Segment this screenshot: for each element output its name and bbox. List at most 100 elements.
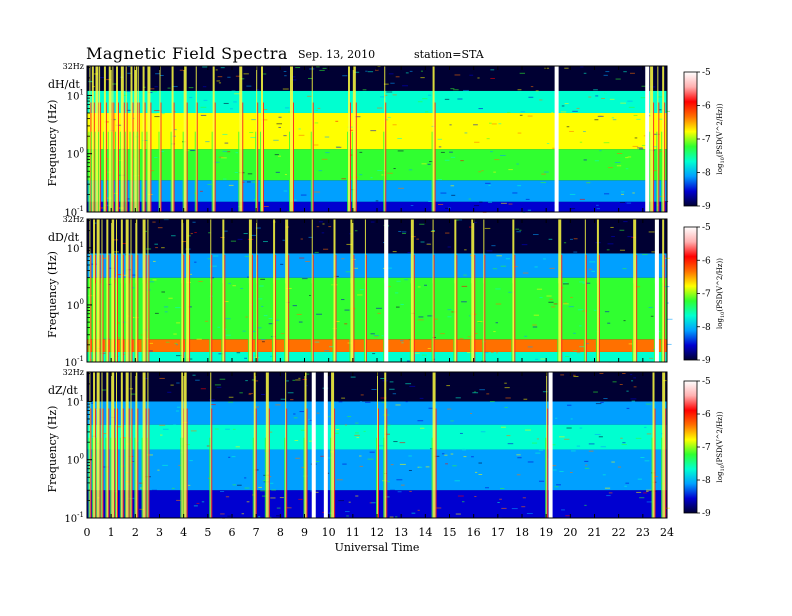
spike-core <box>285 219 289 362</box>
texture-speck <box>306 268 311 270</box>
texture-speck <box>347 416 352 418</box>
spike-edge <box>144 102 146 212</box>
texture-speck <box>560 111 567 113</box>
texture-speck <box>566 427 572 429</box>
texture-speck <box>498 123 502 125</box>
spike-halo <box>124 437 126 518</box>
texture-speck <box>282 239 285 241</box>
texture-speck <box>551 444 556 446</box>
texture-speck <box>228 401 234 403</box>
spike-core <box>222 219 225 362</box>
spike-halo <box>656 131 658 212</box>
texture-speck <box>461 301 467 303</box>
texture-speck <box>407 252 414 254</box>
texture-speck <box>648 306 653 308</box>
data-gap <box>645 66 650 212</box>
texture-speck <box>645 403 652 405</box>
spike-core <box>212 66 215 212</box>
spike-core <box>364 219 366 362</box>
texture-speck <box>263 73 267 75</box>
transient-spike <box>252 372 257 518</box>
spike-halo <box>134 437 136 518</box>
texture-speck <box>244 255 249 257</box>
texture-speck <box>292 76 296 78</box>
texture-speck <box>641 85 646 87</box>
spike-edge <box>118 102 119 212</box>
texture-speck <box>646 489 652 491</box>
spike-halo <box>303 437 305 518</box>
texture-speck <box>397 464 403 466</box>
spike-core <box>546 372 548 518</box>
texture-speck <box>620 102 627 104</box>
texture-speck <box>548 301 554 303</box>
texture-speck <box>480 255 485 257</box>
transient-spike <box>182 66 188 212</box>
texture-speck <box>218 353 224 355</box>
texture-speck <box>354 230 358 232</box>
texture-speck <box>155 73 160 75</box>
spike-core <box>142 372 146 518</box>
texture-speck <box>212 265 217 267</box>
spike-halo <box>158 131 160 212</box>
spike-edge <box>108 254 110 362</box>
colorbar-tick-label: -8 <box>702 476 711 486</box>
spike-core <box>273 219 276 362</box>
texture-speck <box>163 219 169 221</box>
y-axis-label: Frequency (Hz) <box>46 251 59 338</box>
spike-core <box>352 66 356 212</box>
panel-label: dZ/dt <box>48 384 78 397</box>
texture-speck <box>248 392 253 394</box>
texture-speck <box>665 507 670 509</box>
texture-speck <box>663 286 670 288</box>
transient-spike <box>158 66 162 212</box>
spike-halo <box>88 283 90 362</box>
texture-speck <box>308 236 313 238</box>
transient-spike <box>119 66 125 212</box>
transient-spike <box>141 66 146 212</box>
texture-speck <box>556 484 561 486</box>
texture-speck <box>386 424 391 426</box>
texture-speck <box>176 410 179 412</box>
spike-edge <box>99 408 101 518</box>
texture-speck <box>122 353 127 355</box>
texture-speck <box>88 81 94 83</box>
colorbar-label: log10(PSD(V^2/Hz)) <box>716 258 726 329</box>
texture-speck <box>344 424 347 426</box>
x-tick-label: 11 <box>346 526 360 539</box>
transient-spike <box>583 219 587 362</box>
texture-speck <box>599 372 604 374</box>
texture-speck <box>500 202 507 204</box>
spike-core <box>662 66 665 212</box>
texture-speck <box>190 150 197 152</box>
texture-speck <box>276 507 281 509</box>
texture-speck <box>387 116 391 118</box>
texture-speck <box>447 316 452 318</box>
texture-speck <box>227 76 231 78</box>
texture-speck <box>231 425 236 427</box>
spike-halo <box>649 131 651 212</box>
texture-speck <box>278 126 281 128</box>
spike-edge <box>117 408 118 518</box>
texture-speck <box>147 350 153 352</box>
texture-speck <box>599 150 602 152</box>
transient-spike <box>310 219 314 362</box>
texture-speck <box>619 229 625 231</box>
texture-speck <box>527 461 534 463</box>
texture-speck <box>608 492 613 494</box>
texture-speck <box>459 432 463 434</box>
spike-core <box>432 219 434 362</box>
spike-edge <box>636 254 638 362</box>
texture-speck <box>639 497 645 499</box>
texture-speck <box>563 282 568 284</box>
texture-speck <box>519 114 523 116</box>
transient-spike <box>656 66 660 212</box>
texture-speck <box>237 238 243 240</box>
texture-speck <box>324 350 330 352</box>
spike-halo <box>453 283 455 362</box>
texture-speck <box>627 236 633 238</box>
texture-speck <box>428 94 432 96</box>
texture-speck <box>144 230 147 232</box>
x-tick-label: 7 <box>253 526 260 539</box>
texture-speck <box>138 440 141 442</box>
texture-speck <box>623 221 628 223</box>
